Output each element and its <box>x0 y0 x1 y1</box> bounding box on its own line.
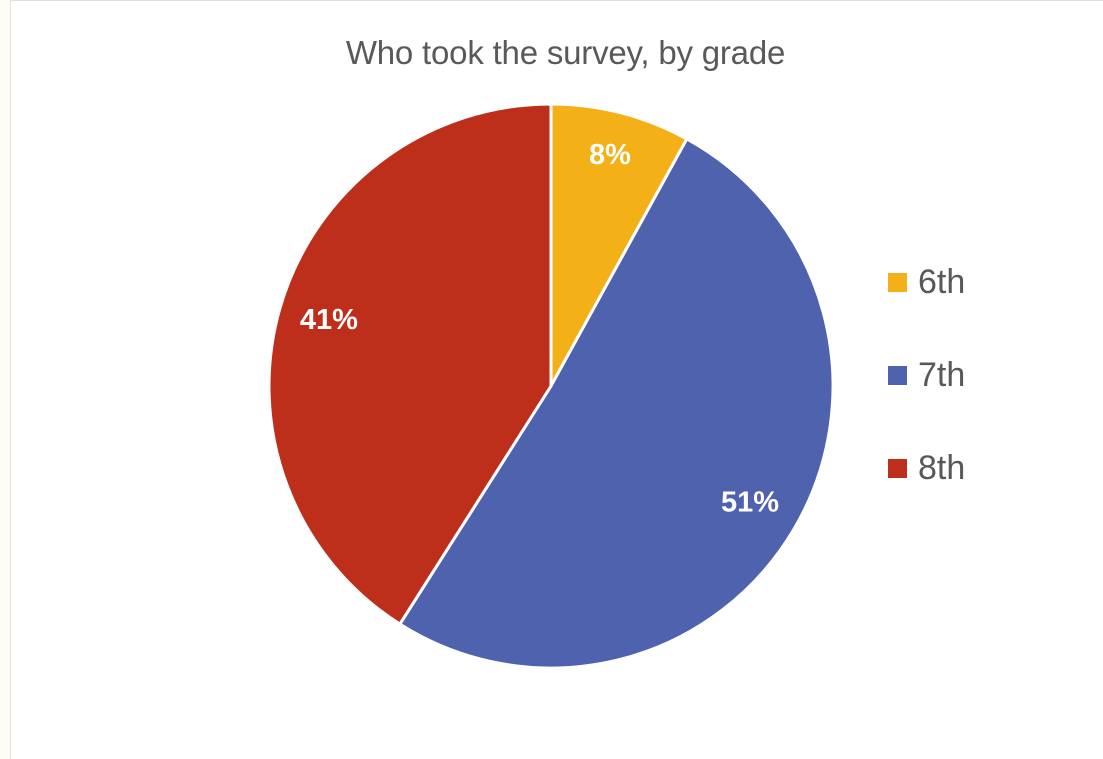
data-label-7th: 51% <box>721 486 779 518</box>
legend: 6th 7th 8th <box>888 258 965 537</box>
legend-item-7th: 7th <box>888 351 965 399</box>
legend-item-8th: 8th <box>888 444 965 492</box>
data-label-8th: 41% <box>300 304 358 336</box>
pie-data-labels: 8% 51% 41% <box>300 139 779 518</box>
pie-slices <box>267 102 835 670</box>
legend-label: 8th <box>918 448 966 487</box>
legend-item-6th: 6th <box>888 258 965 306</box>
legend-swatch <box>888 272 907 292</box>
legend-label: 6th <box>918 262 966 301</box>
pie-slice-8th <box>267 102 553 626</box>
data-label-6th: 8% <box>589 139 631 171</box>
chart-title: Who took the survey, by grade <box>345 34 786 71</box>
legend-label: 7th <box>918 355 966 394</box>
pie-slice-6th <box>549 102 689 388</box>
legend-swatch <box>888 458 907 478</box>
legend-swatch <box>888 365 907 385</box>
pie-slice-7th <box>398 137 835 670</box>
